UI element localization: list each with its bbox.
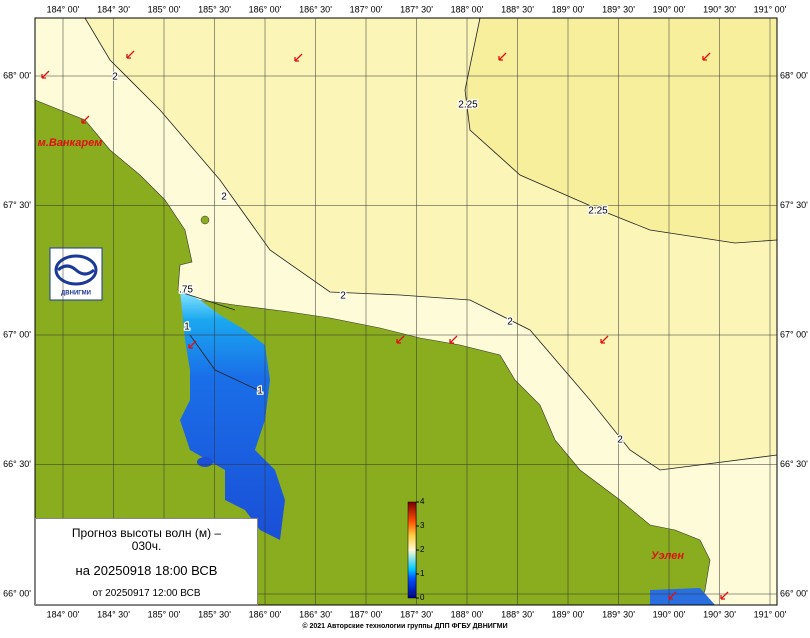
lon-label: 191° 00' bbox=[754, 609, 787, 619]
wave-arrow bbox=[396, 335, 405, 344]
contour-label: .75 bbox=[179, 285, 193, 296]
contour-label: 1 bbox=[184, 322, 190, 333]
footer: © 2021 Авторские технологии группы ДПП Ф… bbox=[302, 622, 507, 630]
lon-label: 185° 00' bbox=[148, 609, 181, 619]
lat-label: 68° 00' bbox=[780, 70, 808, 80]
lon-label: 190° 00' bbox=[653, 609, 686, 619]
lon-label: 186° 30' bbox=[299, 609, 332, 619]
sea-zone bbox=[465, 18, 777, 243]
wave-arrow bbox=[126, 50, 135, 59]
logo-mark bbox=[54, 254, 98, 286]
lon-label: 190° 30' bbox=[703, 609, 736, 619]
place-label: м.Ванкарем bbox=[38, 137, 103, 149]
lon-label: 190° 00' bbox=[653, 4, 686, 14]
land bbox=[34, 99, 711, 606]
contour-line bbox=[464, 17, 778, 244]
lon-label: 184° 30' bbox=[97, 4, 130, 14]
lon-label: 187° 00' bbox=[350, 4, 383, 14]
lon-label: 188° 00' bbox=[451, 609, 484, 619]
colorbar-tick-label: 2 bbox=[420, 545, 425, 554]
contours bbox=[84, 17, 778, 471]
contour-label: 2 bbox=[617, 435, 623, 446]
lon-label: 188° 30' bbox=[501, 4, 534, 14]
lat-label: 66° 30' bbox=[3, 459, 31, 469]
wave-arrow bbox=[668, 591, 677, 600]
lat-label: 67° 30' bbox=[780, 200, 808, 210]
lon-label: 189° 00' bbox=[552, 609, 585, 619]
wave-arrow bbox=[294, 53, 303, 62]
lat-label: 68° 00' bbox=[3, 70, 31, 80]
contour-label: 2 bbox=[340, 291, 346, 302]
wave-arrow bbox=[702, 52, 711, 61]
colorbar-tick-label: 0 bbox=[420, 593, 425, 602]
colorbar-tick-label: 3 bbox=[420, 521, 425, 530]
lon-label: 187° 30' bbox=[400, 4, 433, 14]
wave-arrow bbox=[720, 591, 729, 600]
lon-label: 190° 30' bbox=[703, 4, 736, 14]
contour-label: 2 bbox=[221, 192, 227, 203]
lon-label: 185° 30' bbox=[198, 609, 231, 619]
lon-label: 184° 00' bbox=[47, 609, 80, 619]
lon-label: 187° 30' bbox=[400, 609, 433, 619]
lat-label: 66° 30' bbox=[780, 459, 808, 469]
contour-label: 2 bbox=[112, 72, 118, 83]
lon-label: 191° 00' bbox=[754, 4, 787, 14]
lon-label: 189° 30' bbox=[602, 609, 635, 619]
contour-label: 1 bbox=[257, 386, 263, 397]
colorbar-tick-label: 1 bbox=[420, 569, 425, 578]
island bbox=[200, 215, 210, 225]
lat-label: 66° 00' bbox=[3, 588, 31, 598]
sea-blue bbox=[650, 588, 715, 605]
lon-label: 185° 30' bbox=[198, 4, 231, 14]
lat-label: 67° 30' bbox=[3, 200, 31, 210]
lat-label: 66° 00' bbox=[780, 588, 808, 598]
bay bbox=[180, 290, 285, 540]
place-label: Уэлен bbox=[651, 550, 684, 562]
lon-label: 186° 00' bbox=[249, 609, 282, 619]
lon-label: 189° 00' bbox=[552, 4, 585, 14]
lon-label: 189° 30' bbox=[602, 4, 635, 14]
lon-label: 185° 00' bbox=[148, 4, 181, 14]
contour-line bbox=[84, 17, 778, 471]
lat-label: 67° 00' bbox=[780, 329, 808, 339]
lon-label: 184° 00' bbox=[47, 4, 80, 14]
colorbar bbox=[407, 501, 417, 599]
contour-line bbox=[179, 291, 236, 311]
wave-arrow bbox=[41, 70, 50, 79]
wave-arrow bbox=[81, 115, 90, 124]
lon-label: 186° 00' bbox=[249, 4, 282, 14]
contour-label: 2 bbox=[507, 317, 513, 328]
lon-label: 188° 00' bbox=[451, 4, 484, 14]
info-issued: от 20250917 12:00 ВСВ bbox=[92, 588, 201, 599]
logo-text: ДВНИГМИ bbox=[61, 291, 91, 297]
contour-line bbox=[189, 334, 261, 392]
wave-arrow bbox=[188, 340, 197, 349]
frame bbox=[34, 17, 778, 606]
lon-label: 187° 00' bbox=[350, 609, 383, 619]
info-forecast: на 20250918 18:00 ВСВ bbox=[75, 563, 218, 578]
info-box: Прогноз высоты волн (м) – 030ч. на 20250… bbox=[35, 518, 258, 605]
lon-label: 184° 30' bbox=[97, 609, 130, 619]
wave-arrow bbox=[600, 335, 609, 344]
lat-label: 67° 00' bbox=[3, 329, 31, 339]
lon-label: 186° 30' bbox=[299, 4, 332, 14]
info-title: Прогноз высоты волн (м) – 030ч. bbox=[71, 526, 222, 553]
wave-arrow bbox=[498, 52, 507, 61]
contour-label: 2.25 bbox=[458, 100, 478, 111]
colorbar-tick-label: 4 bbox=[420, 497, 425, 506]
lagoon bbox=[197, 457, 213, 467]
lon-label: 188° 30' bbox=[501, 609, 534, 619]
contour-label: 2.25 bbox=[588, 206, 608, 217]
wave-arrow bbox=[449, 335, 458, 344]
